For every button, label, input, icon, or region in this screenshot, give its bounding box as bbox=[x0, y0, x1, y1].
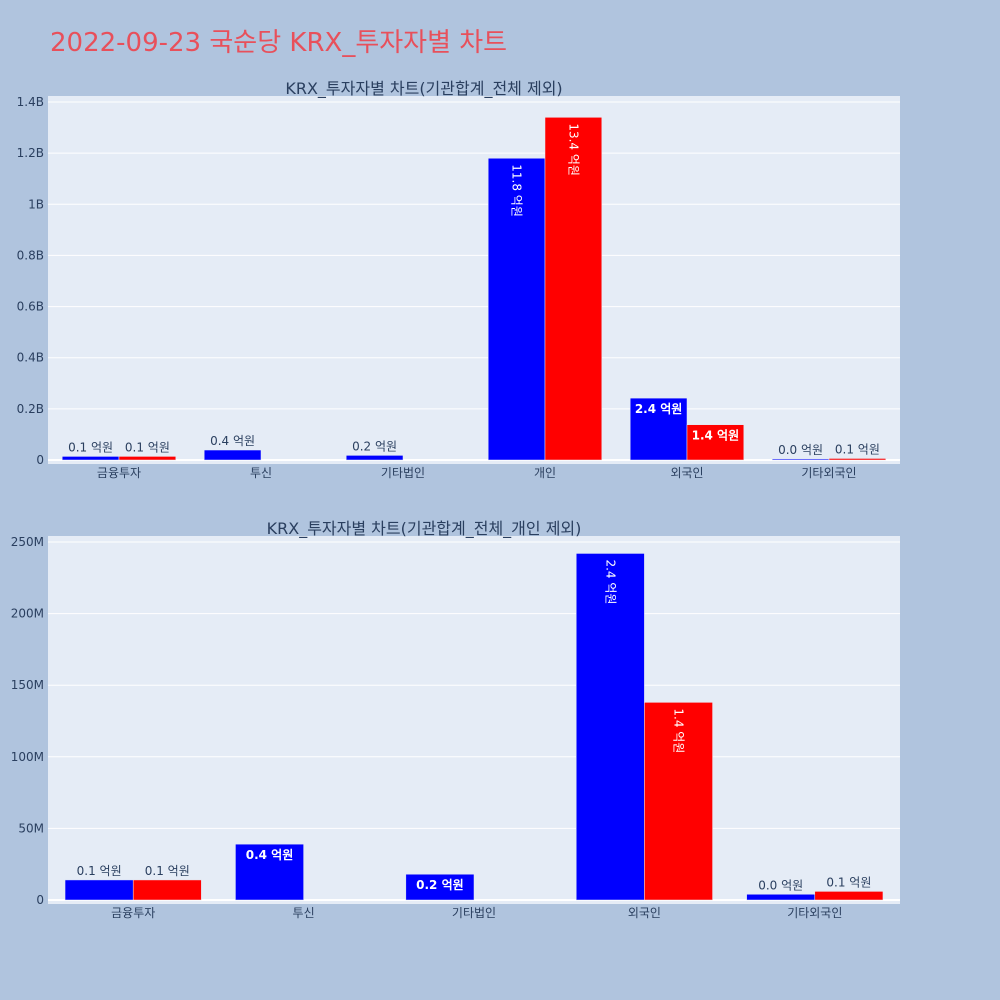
y-tick-label: 50M bbox=[18, 821, 44, 835]
bar bbox=[61, 456, 120, 461]
data-label: 2.4 억원 bbox=[635, 402, 683, 416]
data-label: 0.2 억원 bbox=[416, 878, 464, 892]
chart-title: KRX_투자자별 차트(기관합계_전체_개인 제외) bbox=[267, 519, 582, 539]
bar bbox=[686, 424, 745, 461]
x-tick-label: 개인 bbox=[534, 466, 556, 480]
x-tick-label: 금융투자 bbox=[97, 466, 141, 480]
y-tick-label: 1.4B bbox=[17, 95, 44, 109]
x-tick-label: 외국인 bbox=[670, 466, 703, 480]
x-tick-label: 금융투자 bbox=[111, 906, 155, 920]
main-title: 2022-09-23 국순당 KRX_투자자별 차트 bbox=[50, 28, 508, 58]
plot-area bbox=[48, 536, 900, 904]
bar bbox=[629, 397, 688, 461]
data-label: 0.2 억원 bbox=[352, 439, 397, 453]
y-tick-label: 1.2B bbox=[17, 146, 44, 160]
data-label: 1.4 억원 bbox=[692, 429, 740, 443]
chart-title: KRX_투자자별 차트(기관합계_전체 제외) bbox=[285, 79, 562, 99]
y-tick-label: 200M bbox=[11, 607, 44, 621]
bar bbox=[814, 891, 884, 901]
chart-2: 0 50M 100M 150M 200M 250M KRX_투자자별 차트(기관합계_전체_… bbox=[11, 519, 900, 920]
data-label: 0.1 억원 bbox=[835, 442, 880, 456]
x-tick-label: 투신 bbox=[250, 466, 272, 480]
y-tick-label: 100M bbox=[11, 750, 44, 764]
x-tick-label: 기타외국인 bbox=[787, 906, 842, 920]
y-tick-label: 0 bbox=[36, 893, 44, 907]
data-label: 0.0 억원 bbox=[758, 878, 803, 892]
x-tick-label: 외국인 bbox=[628, 906, 661, 920]
data-label: 0.4 억원 bbox=[246, 848, 294, 862]
bar bbox=[544, 117, 603, 461]
bar bbox=[235, 843, 304, 901]
y-tick-label: 250M bbox=[11, 535, 44, 549]
data-label: 0.0 억원 bbox=[778, 443, 823, 457]
data-label: 2.4 억원 bbox=[603, 559, 617, 604]
plot-area bbox=[48, 96, 900, 464]
data-label: 0.1 억원 bbox=[826, 875, 871, 889]
y-tick-label: 0 bbox=[36, 453, 44, 467]
bar bbox=[132, 879, 202, 901]
data-label: 0.1 억원 bbox=[145, 864, 190, 878]
y-tick-label: 0.4B bbox=[17, 351, 44, 365]
bar bbox=[345, 455, 404, 461]
x-tick-label: 기타법인 bbox=[452, 906, 496, 920]
bar bbox=[118, 456, 177, 461]
bar bbox=[644, 702, 713, 901]
bar bbox=[405, 873, 475, 901]
x-tick-label: 기타외국인 bbox=[801, 466, 856, 480]
bar bbox=[746, 894, 816, 901]
bar bbox=[575, 553, 645, 901]
y-tick-label: 0.2B bbox=[17, 402, 44, 416]
y-tick-label: 1B bbox=[28, 197, 44, 211]
bar bbox=[203, 449, 262, 461]
x-tick-label: 기타법인 bbox=[381, 466, 425, 480]
data-label: 0.1 억원 bbox=[125, 440, 170, 454]
x-tick-label: 투신 bbox=[293, 906, 315, 920]
data-label: 11.8 억원 bbox=[510, 164, 524, 217]
bar bbox=[771, 458, 830, 461]
data-label: 1.4 억원 bbox=[671, 708, 685, 753]
y-tick-label: 150M bbox=[11, 678, 44, 692]
y-tick-label: 0.8B bbox=[17, 248, 44, 262]
y-tick-label: 0.6B bbox=[17, 300, 44, 314]
data-label: 13.4 억원 bbox=[566, 123, 580, 176]
chart-1: 0 0.2B 0.4B 0.6B 0.8B 1B 1.2B 1.4B KRX_투자자별 차트(기… bbox=[17, 79, 900, 480]
bar bbox=[828, 458, 887, 461]
bar bbox=[64, 879, 134, 901]
data-label: 0.4 억원 bbox=[210, 434, 255, 448]
data-label: 0.1 억원 bbox=[68, 440, 113, 454]
bar bbox=[487, 158, 546, 461]
data-label: 0.1 억원 bbox=[77, 864, 122, 878]
